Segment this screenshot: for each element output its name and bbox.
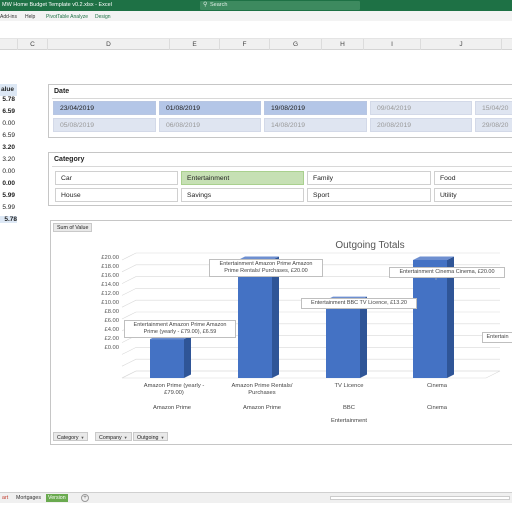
category-item-savings[interactable]: Savings — [181, 188, 304, 202]
value-cell[interactable]: 3.20 — [2, 156, 15, 163]
column-header-c[interactable]: C — [18, 39, 48, 50]
y-tick-label: £6.00 — [104, 318, 119, 324]
date-slicer[interactable]: Date 23/04/2019 01/08/2019 19/08/2019 09… — [48, 84, 512, 138]
date-item[interactable]: 01/08/2019 — [159, 101, 261, 115]
column-header-f[interactable]: F — [220, 39, 270, 50]
category-item-house[interactable]: House — [55, 188, 178, 202]
tab-help[interactable]: Help — [25, 13, 36, 20]
column-header-j[interactable]: J — [421, 39, 502, 50]
value-cell[interactable]: 0.00 — [2, 168, 15, 175]
value-header[interactable]: alue — [0, 84, 17, 96]
slicer-divider — [52, 166, 512, 167]
x-category-label: TV Licence — [334, 383, 364, 389]
data-label: Entertainment Amazon Prime Amazon Prime … — [209, 259, 323, 277]
search-box[interactable]: ⚲ Search — [200, 1, 360, 10]
slicer-divider — [52, 98, 512, 99]
title-bar: MW Home Budget Template v0.2.xlsx - Exce… — [0, 0, 512, 11]
search-placeholder: Search — [210, 2, 228, 8]
y-tick-label: £14.00 — [101, 282, 119, 288]
x-category-label: Amazon Prime (yearly - £79.00) — [143, 383, 205, 396]
outgoing-field-button[interactable]: Outgoing ▼ — [133, 432, 169, 441]
pivot-chart[interactable] — [50, 220, 512, 445]
dropdown-icon: ▼ — [123, 435, 128, 440]
value-cell[interactable]: 6.59 — [2, 132, 15, 139]
sheet-tab-chart[interactable]: art — [2, 495, 9, 501]
date-item[interactable]: 23/04/2019 — [53, 101, 156, 115]
company-field-button[interactable]: Company ▼ — [95, 432, 132, 441]
value-cell[interactable]: 5.99 — [2, 204, 15, 211]
x-group-label: Amazon Prime — [152, 405, 191, 411]
dropdown-icon: ▼ — [160, 435, 165, 440]
column-header-i[interactable]: I — [364, 39, 421, 50]
value-cell[interactable]: 3.20 — [2, 144, 15, 151]
x-top-group-label: Entertainment — [330, 418, 368, 424]
data-label: Entertainment Amazon Prime Amazon Prime … — [124, 320, 236, 338]
data-label: Entertainment BBC TV Licence, £13.20 — [301, 298, 417, 309]
sheet-tab-mortgages[interactable]: Mortgages — [16, 495, 42, 501]
x-group-label: Cinema — [427, 405, 447, 411]
value-cell[interactable]: 0.00 — [2, 120, 15, 127]
data-label: Entertainment Cinema Cinema, £20.00 — [389, 267, 505, 278]
tab-pivottable-analyze[interactable]: PivotTable Analyze — [46, 13, 88, 20]
tab-design[interactable]: Design — [95, 13, 111, 20]
column-header-g[interactable]: G — [270, 39, 322, 50]
value-cell[interactable]: 5.99 — [2, 192, 15, 199]
value-cell[interactable]: 5.78 — [2, 96, 15, 103]
date-item[interactable]: 29/08/20 — [475, 118, 512, 132]
category-item-sport[interactable]: Sport — [307, 188, 431, 202]
x-category-label: Amazon Prime Rentals/ Purchases — [231, 383, 293, 396]
tab-add-ins[interactable]: Add-ins — [0, 13, 17, 20]
column-header-h[interactable]: H — [322, 39, 364, 50]
category-item-utility[interactable]: Utility — [434, 188, 512, 202]
date-item[interactable]: 05/08/2019 — [53, 118, 156, 132]
value-cell[interactable]: 6.59 — [2, 108, 15, 115]
y-tick-label: £16.00 — [101, 273, 119, 279]
column-header-e[interactable]: E — [170, 39, 220, 50]
y-tick-label: £18.00 — [101, 264, 119, 270]
date-slicer-title: Date — [54, 88, 70, 95]
chart-title: Outgoing Totals — [335, 240, 405, 251]
column-headers: C D E F G H I J — [0, 38, 512, 50]
date-item[interactable]: 06/08/2019 — [159, 118, 261, 132]
y-tick-label: £8.00 — [104, 309, 119, 315]
search-icon: ⚲ — [203, 2, 208, 8]
category-field-button[interactable]: Category ▼ — [53, 432, 89, 441]
filter-icon: ▼ — [80, 435, 85, 440]
date-item[interactable]: 19/08/2019 — [264, 101, 367, 115]
sheet-tab-bar: art Mortgages Version + — [0, 492, 512, 503]
y-tick-label: £20.00 — [101, 255, 119, 261]
x-group-label: BBC — [343, 405, 355, 411]
category-slicer-title: Category — [54, 156, 85, 163]
category-item-family[interactable]: Family — [307, 171, 431, 185]
date-item[interactable]: 14/08/2019 — [264, 118, 367, 132]
data-label: Entertain — [482, 332, 512, 343]
x-category-label: Cinema — [427, 383, 447, 389]
column-header-b[interactable] — [0, 39, 18, 50]
date-item[interactable]: 15/04/20 — [475, 101, 512, 115]
y-tick-label: £2.00 — [104, 336, 119, 342]
horizontal-scrollbar[interactable] — [330, 496, 510, 500]
y-tick-label: £0.00 — [104, 345, 119, 351]
ribbon-tabs: Add-ins Help PivotTable Analyze Design — [0, 11, 512, 21]
grand-total-cell[interactable]: 5.78 — [0, 216, 17, 223]
add-sheet-icon[interactable]: + — [81, 494, 89, 502]
category-item-food[interactable]: Food — [434, 171, 512, 185]
column-header-d[interactable]: D — [48, 39, 170, 50]
date-item[interactable]: 09/04/2019 — [370, 101, 472, 115]
category-slicer[interactable]: Category Car Entertainment Family Food H… — [48, 152, 512, 206]
document-title: MW Home Budget Template v0.2.xlsx - Exce… — [2, 2, 112, 8]
category-item-car[interactable]: Car — [55, 171, 178, 185]
value-cell[interactable]: 0.00 — [2, 180, 15, 187]
y-tick-label: £12.00 — [101, 291, 119, 297]
date-item[interactable]: 20/08/2019 — [370, 118, 472, 132]
x-group-label: Amazon Prime — [242, 405, 281, 411]
y-tick-label: £4.00 — [104, 327, 119, 333]
sum-of-value-button[interactable]: Sum of Value — [53, 223, 93, 232]
sheet-tab-version[interactable]: Version — [46, 494, 68, 502]
category-item-entertainment[interactable]: Entertainment — [181, 171, 304, 185]
y-tick-label: £10.00 — [101, 300, 119, 306]
